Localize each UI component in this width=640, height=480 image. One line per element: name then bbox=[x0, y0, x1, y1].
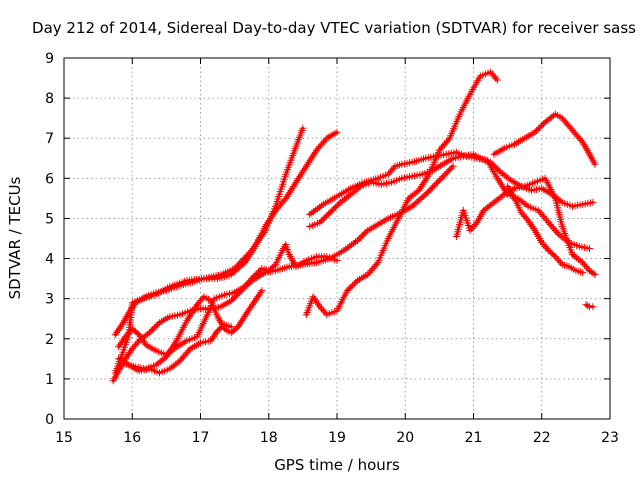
x-tick-label: 21 bbox=[465, 430, 483, 446]
x-tick-label: 15 bbox=[55, 430, 73, 446]
series-track-6 bbox=[115, 321, 235, 377]
series-markers bbox=[306, 148, 594, 253]
y-tick-label: 9 bbox=[45, 51, 54, 67]
series-track-9 bbox=[302, 68, 501, 319]
y-tick-label: 8 bbox=[45, 91, 54, 107]
series-track-11 bbox=[490, 110, 599, 168]
y-tick-label: 7 bbox=[45, 131, 54, 147]
series-track-1 bbox=[111, 124, 307, 339]
chart-title: Day 212 of 2014, Sidereal Day-to-day VTE… bbox=[32, 19, 636, 37]
x-axis-label: GPS time / hours bbox=[274, 456, 400, 474]
series-line bbox=[455, 177, 597, 276]
series-markers bbox=[111, 124, 307, 339]
x-tick-labels: 15 16 17 18 19 20 21 22 23 bbox=[55, 430, 619, 446]
series-track-13 bbox=[582, 301, 597, 311]
series-line bbox=[120, 289, 264, 371]
y-tick-label: 6 bbox=[45, 171, 54, 187]
y-tick-label: 2 bbox=[45, 332, 54, 348]
series-markers bbox=[115, 321, 235, 377]
series-markers bbox=[490, 110, 599, 168]
series-track-8 bbox=[306, 148, 594, 253]
series-markers bbox=[504, 182, 587, 277]
x-tick-label: 20 bbox=[396, 430, 414, 446]
y-tick-label: 4 bbox=[45, 252, 54, 268]
x-tick-label: 18 bbox=[260, 430, 278, 446]
series-track-7 bbox=[306, 150, 597, 230]
y-tick-label: 1 bbox=[45, 372, 54, 388]
x-tick-label: 22 bbox=[533, 430, 551, 446]
y-tick-label: 0 bbox=[45, 412, 54, 428]
series-line bbox=[304, 70, 499, 317]
x-tick-label: 19 bbox=[328, 430, 346, 446]
series-markers bbox=[582, 301, 597, 311]
axis-ticks bbox=[63, 57, 611, 420]
grid-lines bbox=[64, 58, 610, 419]
x-tick-label: 23 bbox=[601, 430, 619, 446]
x-tick-label: 17 bbox=[192, 430, 210, 446]
y-tick-label: 3 bbox=[45, 292, 54, 308]
y-tick-labels: 0 1 2 3 4 5 6 7 8 9 bbox=[45, 51, 54, 428]
series-track-12 bbox=[504, 182, 587, 277]
y-axis-label: SDTVAR / TECUs bbox=[6, 176, 24, 299]
data-series bbox=[109, 68, 599, 385]
series-markers bbox=[452, 174, 599, 279]
series-track-10 bbox=[452, 174, 599, 279]
y-tick-label: 5 bbox=[45, 211, 54, 227]
series-markers bbox=[302, 68, 501, 319]
x-tick-label: 16 bbox=[123, 430, 141, 446]
series-line bbox=[492, 112, 597, 166]
